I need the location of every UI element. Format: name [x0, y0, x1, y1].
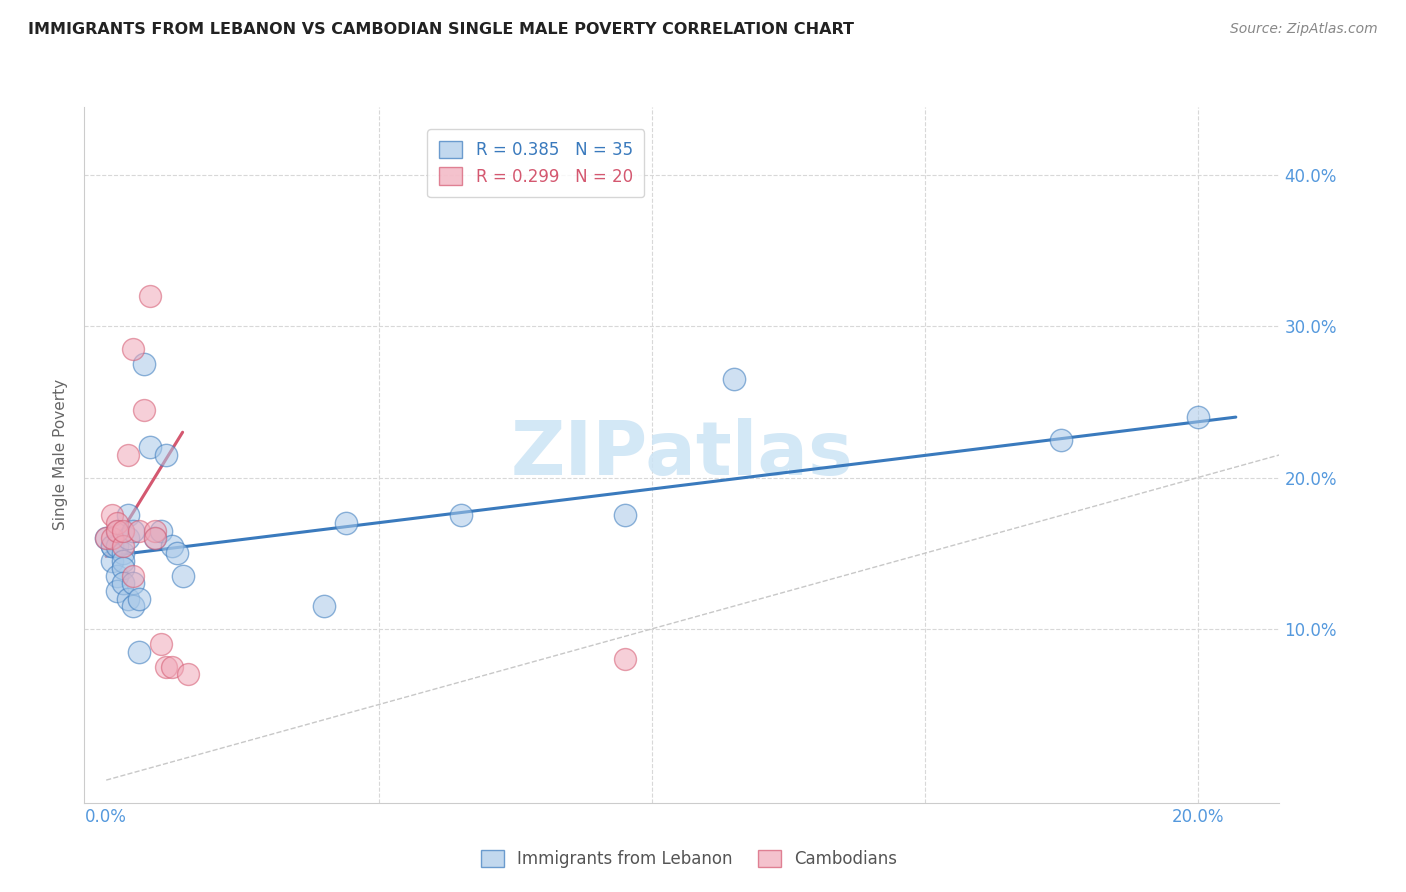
Text: Source: ZipAtlas.com: Source: ZipAtlas.com: [1230, 22, 1378, 37]
Point: [111, 539, 134, 553]
Point: [177, 667, 200, 681]
Point: [100, 508, 122, 523]
Point: [105, 524, 128, 538]
Point: [122, 576, 145, 591]
Point: [105, 516, 128, 530]
Point: [111, 561, 134, 575]
Text: IMMIGRANTS FROM LEBANON VS CAMBODIAN SINGLE MALE POVERTY CORRELATION CHART: IMMIGRANTS FROM LEBANON VS CAMBODIAN SIN…: [28, 22, 853, 37]
Point: [105, 539, 128, 553]
Point: [111, 524, 134, 538]
Point: [122, 342, 145, 356]
Point: [143, 524, 166, 538]
Point: [111, 546, 134, 560]
Point: [143, 531, 166, 545]
Point: [111, 554, 134, 568]
Point: [139, 289, 162, 303]
Point: [723, 372, 745, 386]
Point: [105, 569, 128, 583]
Point: [149, 524, 172, 538]
Point: [613, 652, 636, 666]
Text: ZIPatlas: ZIPatlas: [510, 418, 853, 491]
Point: [160, 539, 183, 553]
Point: [117, 531, 139, 545]
Point: [122, 569, 145, 583]
Point: [134, 402, 156, 417]
Point: [105, 584, 128, 599]
Point: [117, 508, 139, 523]
Point: [172, 569, 194, 583]
Point: [1050, 433, 1073, 447]
Legend: R = 0.385   N = 35, R = 0.299   N = 20: R = 0.385 N = 35, R = 0.299 N = 20: [427, 129, 644, 197]
Point: [105, 524, 128, 538]
Point: [100, 539, 122, 553]
Point: [335, 516, 357, 530]
Point: [96, 531, 118, 545]
Y-axis label: Single Male Poverty: Single Male Poverty: [53, 379, 69, 531]
Point: [613, 508, 636, 523]
Point: [111, 576, 134, 591]
Point: [122, 599, 145, 614]
Point: [117, 448, 139, 462]
Point: [128, 644, 150, 658]
Legend: Immigrants from Lebanon, Cambodians: Immigrants from Lebanon, Cambodians: [474, 843, 904, 875]
Point: [134, 357, 156, 371]
Point: [96, 531, 118, 545]
Point: [117, 591, 139, 606]
Point: [149, 637, 172, 651]
Point: [100, 539, 122, 553]
Point: [450, 508, 472, 523]
Point: [139, 441, 162, 455]
Point: [155, 659, 177, 673]
Point: [122, 524, 145, 538]
Point: [155, 448, 177, 462]
Point: [128, 524, 150, 538]
Point: [160, 659, 183, 673]
Point: [166, 546, 188, 560]
Point: [100, 554, 122, 568]
Point: [1187, 410, 1209, 425]
Point: [128, 591, 150, 606]
Point: [100, 531, 122, 545]
Point: [314, 599, 336, 614]
Point: [143, 531, 166, 545]
